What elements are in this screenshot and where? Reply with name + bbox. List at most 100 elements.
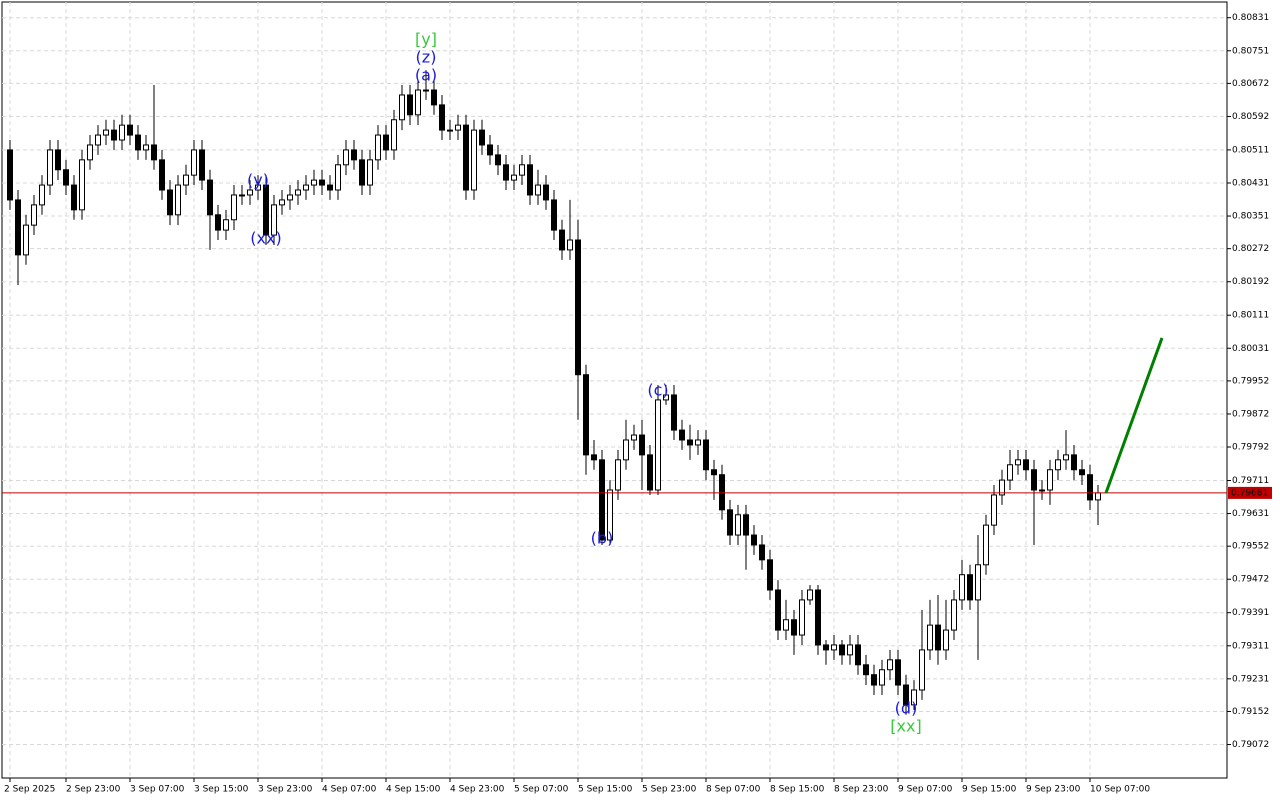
candle-body bbox=[815, 589, 821, 646]
candle-body bbox=[175, 184, 181, 216]
candle-body bbox=[231, 194, 237, 221]
candle-body bbox=[783, 619, 789, 631]
y-tick-label: 0.79872 bbox=[1232, 409, 1269, 419]
candle-body bbox=[663, 394, 669, 401]
candle-body bbox=[335, 164, 341, 191]
candle-body bbox=[735, 514, 741, 536]
wave-label: (z) bbox=[416, 48, 437, 67]
y-tick-label: 0.80511 bbox=[1232, 145, 1269, 155]
candle-body bbox=[415, 89, 421, 116]
candle-body bbox=[1087, 474, 1093, 501]
candle-body bbox=[199, 149, 205, 181]
y-tick-label: 0.79472 bbox=[1232, 575, 1269, 585]
y-tick-label: 0.80751 bbox=[1232, 46, 1269, 56]
candle-body bbox=[1047, 469, 1053, 491]
candle-body bbox=[535, 184, 541, 196]
candle-body bbox=[767, 559, 773, 591]
y-tick-label: 0.80672 bbox=[1232, 79, 1269, 89]
plot-frame bbox=[1, 1, 1228, 779]
candle-body bbox=[559, 229, 565, 251]
candle-body bbox=[191, 149, 197, 176]
candle-body bbox=[223, 219, 229, 231]
candle-body bbox=[575, 239, 581, 376]
candle-body bbox=[887, 659, 893, 671]
wave-label: (xx) bbox=[250, 228, 281, 247]
candle-body bbox=[1071, 454, 1077, 471]
candle-body bbox=[479, 129, 485, 146]
y-tick-label: 0.80272 bbox=[1232, 244, 1269, 254]
y-tick-label: 0.79711 bbox=[1232, 476, 1269, 486]
candle-body bbox=[319, 179, 325, 186]
candle-body bbox=[503, 164, 509, 181]
candle-body bbox=[1079, 469, 1085, 476]
candle-body bbox=[703, 439, 709, 471]
candle-body bbox=[999, 479, 1005, 496]
candle-body bbox=[855, 644, 861, 666]
candle-body bbox=[975, 564, 981, 601]
candle-body bbox=[711, 469, 717, 476]
y-tick-label: 0.80831 bbox=[1232, 13, 1269, 23]
y-tick-label: 0.79952 bbox=[1232, 376, 1269, 386]
current-price-label: 0.79681 bbox=[1231, 488, 1268, 498]
candle-body bbox=[255, 184, 261, 191]
candle-body bbox=[151, 144, 157, 161]
candle-body bbox=[551, 199, 557, 231]
candle-body bbox=[383, 134, 389, 151]
candle-body bbox=[63, 169, 69, 186]
candle-body bbox=[879, 669, 885, 686]
y-tick-label: 0.80192 bbox=[1232, 277, 1269, 287]
candle-body bbox=[511, 174, 517, 181]
y-tick-label: 0.79311 bbox=[1232, 641, 1269, 651]
candle-body bbox=[807, 589, 813, 601]
candle-body bbox=[135, 134, 141, 151]
x-tick-label: 9 Sep 23:00 bbox=[1026, 785, 1081, 795]
candle-body bbox=[991, 494, 997, 526]
x-tick-label: 2 Sep 23:00 bbox=[66, 785, 121, 795]
candle-body bbox=[7, 149, 13, 201]
candle-body bbox=[15, 199, 21, 256]
y-tick-label: 0.79792 bbox=[1232, 443, 1269, 453]
candle-body bbox=[591, 454, 597, 461]
candle-body bbox=[1015, 459, 1021, 466]
candle-body bbox=[687, 439, 693, 446]
candle-body bbox=[39, 184, 45, 206]
candle-body bbox=[927, 624, 933, 651]
y-tick-label: 0.80031 bbox=[1232, 344, 1269, 354]
candle-body bbox=[103, 129, 109, 136]
candle-body bbox=[527, 164, 533, 196]
candle-body bbox=[407, 94, 413, 116]
candle-body bbox=[303, 184, 309, 191]
x-tick-label: 5 Sep 23:00 bbox=[642, 785, 697, 795]
candle-body bbox=[71, 184, 77, 211]
candle-body bbox=[119, 124, 125, 141]
candle-body bbox=[295, 189, 301, 196]
candle-body bbox=[359, 159, 365, 186]
candle-body bbox=[751, 534, 757, 546]
x-tick-label: 9 Sep 07:00 bbox=[898, 785, 953, 795]
candle-body bbox=[911, 689, 917, 706]
candle-body bbox=[463, 124, 469, 191]
candle-body bbox=[903, 684, 909, 706]
candle-body bbox=[1095, 492, 1101, 501]
candle-body bbox=[367, 159, 373, 186]
candle-body bbox=[719, 474, 725, 511]
candle-body bbox=[87, 144, 93, 161]
candle-body bbox=[1055, 459, 1061, 471]
candle-body bbox=[447, 129, 453, 132]
candle-body bbox=[615, 459, 621, 491]
candle-body bbox=[263, 184, 269, 236]
x-tick-label: 8 Sep 15:00 bbox=[770, 785, 825, 795]
candle-body bbox=[799, 599, 805, 636]
x-tick-label: 3 Sep 23:00 bbox=[258, 785, 313, 795]
candle-body bbox=[495, 154, 501, 166]
x-tick-label: 9 Sep 15:00 bbox=[962, 785, 1017, 795]
candle-body bbox=[471, 129, 477, 191]
wave-label: (a) bbox=[415, 66, 437, 85]
candle-body bbox=[431, 89, 437, 106]
y-tick-label: 0.80431 bbox=[1232, 178, 1269, 188]
wave-label: [y] bbox=[415, 30, 437, 49]
candle-body bbox=[607, 489, 613, 541]
y-tick-label: 0.80351 bbox=[1232, 212, 1269, 222]
candle-body bbox=[391, 119, 397, 151]
